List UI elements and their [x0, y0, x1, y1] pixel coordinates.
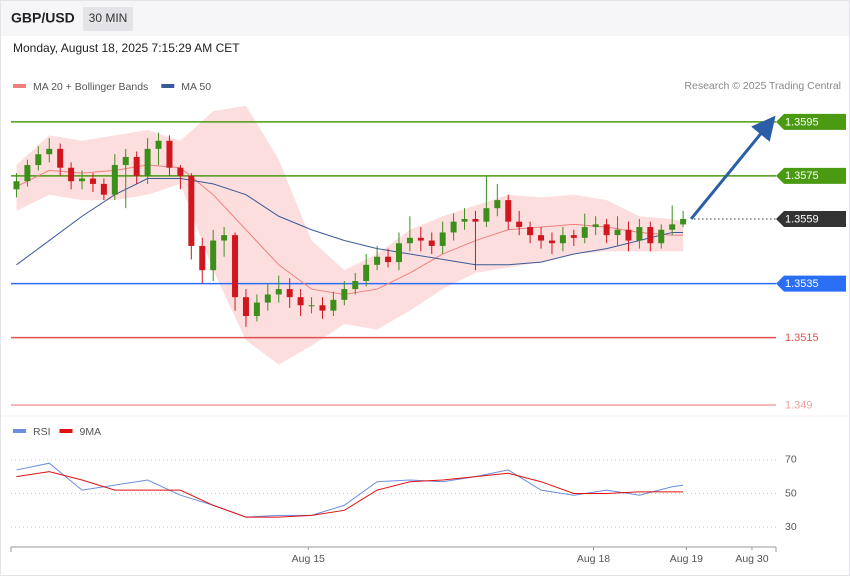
candle-body	[89, 178, 96, 184]
y-tick-label: 50	[785, 487, 797, 499]
candle-body	[450, 221, 457, 233]
level-label: 1.349	[785, 399, 813, 411]
candle-body	[352, 280, 359, 290]
candle-body	[570, 235, 577, 238]
level-label: 1.3575	[785, 170, 819, 182]
timeframe: 30 MIN	[89, 11, 128, 25]
candle-body	[341, 289, 348, 300]
level-tag	[776, 275, 846, 292]
candle-body	[155, 140, 162, 149]
candle-body	[439, 232, 446, 246]
candle-body	[559, 235, 566, 244]
candle-body	[527, 227, 534, 236]
candle-body	[297, 297, 304, 306]
y-tick-label: 30	[785, 521, 797, 533]
legend-swatch	[13, 429, 26, 433]
x-tick-label: Aug 30	[735, 553, 768, 565]
x-tick-label: Aug 18	[577, 553, 610, 565]
legend-label: MA 20 + Bollinger Bands	[33, 81, 148, 93]
candle-body	[548, 240, 555, 244]
candle-body	[188, 175, 195, 246]
level-label: 1.3595	[785, 116, 819, 128]
candle-body	[374, 256, 381, 265]
x-tick-label: Aug 15	[292, 553, 325, 565]
candle-body	[461, 218, 468, 222]
level-tag	[776, 113, 846, 130]
indicator-line	[16, 471, 684, 518]
candle-body	[253, 302, 260, 317]
candle-body	[111, 165, 118, 195]
candle-body	[122, 156, 129, 166]
candle-body	[330, 299, 337, 311]
candle-body	[79, 178, 86, 182]
candle-body	[406, 237, 413, 244]
credit: Research © 2025 Trading Central	[684, 80, 841, 92]
candle-body	[428, 240, 435, 246]
candle-body	[395, 243, 402, 263]
candle-body	[592, 224, 599, 228]
candle-body	[57, 148, 64, 168]
legend-label: MA 50	[181, 81, 211, 93]
indicator-line	[16, 462, 684, 518]
candle-body	[658, 229, 665, 244]
timestamp: Monday, August 18, 2025 7:15:29 AM CET	[13, 41, 240, 55]
y-tick-label: 70	[785, 454, 797, 466]
candle-body	[221, 235, 228, 241]
x-tick-label: Aug 19	[670, 553, 703, 565]
candle-body	[538, 235, 545, 241]
candle-body	[669, 224, 676, 230]
level-tag	[776, 210, 846, 227]
candle-body	[68, 167, 75, 182]
symbol: GBP/USD	[11, 10, 75, 26]
candle-body	[647, 227, 654, 244]
ma-line	[16, 164, 684, 295]
candle-body	[166, 140, 173, 168]
header-bar	[1, 1, 849, 36]
legend-swatch	[161, 84, 175, 88]
candle-body	[417, 237, 424, 241]
candle-body	[636, 227, 643, 241]
candle-body	[286, 289, 293, 298]
candle-body	[581, 227, 588, 238]
candle-body	[472, 218, 479, 222]
candle-body	[13, 181, 20, 190]
candle-body	[210, 240, 217, 271]
candle-body	[242, 297, 249, 317]
candle-body	[625, 229, 632, 241]
candle-body	[614, 229, 621, 236]
candle-body	[100, 183, 107, 195]
legend-swatch	[59, 429, 73, 433]
candle-body	[177, 167, 184, 176]
candle-body	[199, 245, 206, 271]
candle-body	[319, 305, 326, 311]
candle-body	[46, 148, 53, 155]
candle-body	[308, 305, 315, 307]
timeframe-box	[83, 7, 133, 31]
candle-body	[275, 289, 282, 295]
level-tag	[776, 167, 846, 184]
candle-body	[35, 154, 42, 166]
candle-body	[133, 156, 140, 176]
legend-label: 9MA	[80, 426, 102, 438]
candle-body	[363, 264, 370, 281]
candle-body	[385, 256, 392, 263]
legend-swatch	[13, 84, 26, 88]
candle-body	[483, 208, 490, 222]
candle-body	[232, 235, 239, 298]
candle-body	[144, 148, 151, 176]
candle-body	[24, 165, 31, 182]
forecast-arrow	[689, 115, 776, 220]
ma-line	[16, 178, 684, 266]
candle-body	[494, 200, 501, 209]
level-label: 1.3515	[785, 332, 819, 344]
level-label: 1.3535	[785, 278, 819, 290]
candle-body	[264, 294, 271, 303]
candle-body	[505, 200, 512, 222]
candle-body	[516, 221, 523, 228]
level-label: 1.3559	[785, 213, 819, 225]
candle-body	[680, 218, 687, 225]
legend-label: RSI	[33, 426, 51, 438]
candle-body	[603, 224, 610, 236]
